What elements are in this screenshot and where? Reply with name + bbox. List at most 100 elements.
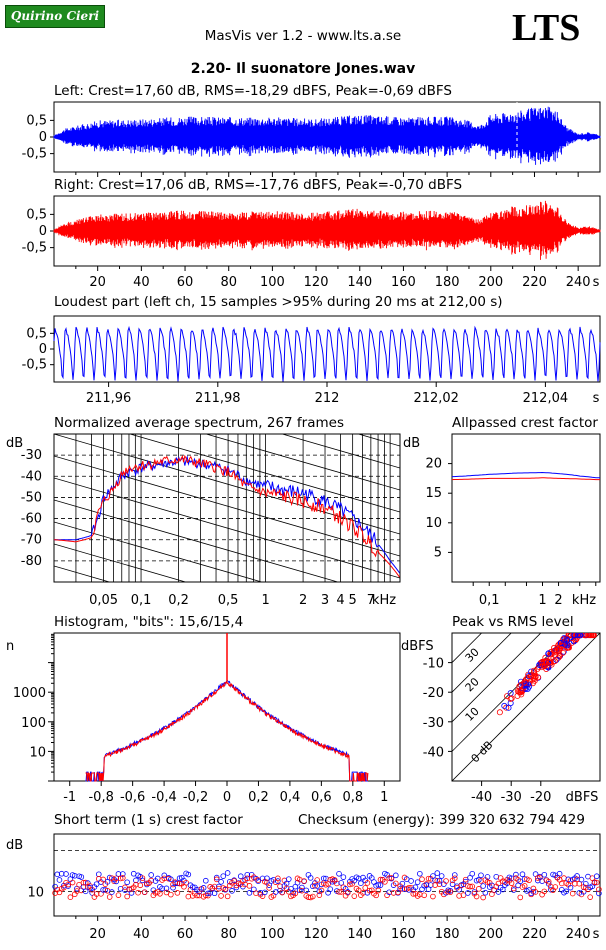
crest-point-right: [266, 885, 272, 891]
peak-rms-point: [517, 687, 524, 694]
crest-point-right: [119, 875, 126, 881]
x-tick-label: 200: [478, 275, 503, 290]
crest-point-left: [500, 886, 506, 893]
peak-rms-point: [545, 650, 552, 657]
crest-point-right: [510, 885, 517, 892]
left-title: Left: Crest=17,60 dB, RMS=-18,29 dBFS, P…: [54, 83, 452, 99]
slope-line: [54, 499, 340, 582]
crest-point-left: [275, 878, 281, 884]
crest-point-right: [373, 892, 379, 899]
peak-rms-point: [590, 633, 597, 639]
spectrum-series-left: [54, 455, 400, 574]
crest-point-right: [163, 889, 170, 896]
crest-point-right: [465, 883, 471, 889]
peak-rms-point: [518, 691, 525, 698]
crest-point-left: [548, 886, 554, 893]
crest-point-left: [93, 881, 100, 887]
crest-point-right: [360, 890, 366, 896]
crest-point-left: [211, 890, 218, 897]
crest-point-left: [471, 889, 478, 895]
crest-point-right: [392, 880, 399, 887]
spectrum-title: Normalized average spectrum, 267 frames: [54, 415, 344, 431]
crest-point-left: [95, 871, 102, 878]
x-tick-label: 0,2: [168, 593, 189, 608]
peak-rms-point: [545, 659, 552, 666]
crest-point-left: [574, 873, 580, 879]
x-tick-label: 211,98: [195, 391, 241, 406]
x-tick-label: -0,2: [183, 790, 208, 805]
diagonal-line: [452, 633, 483, 663]
x-tick-label: 60: [177, 927, 194, 942]
crest-point-right: [336, 889, 342, 895]
crest-point-right: [447, 889, 454, 895]
crest-point-right: [106, 894, 113, 900]
crest-point-right: [475, 886, 482, 892]
crest-point-right: [558, 880, 565, 887]
crest-point-left: [412, 884, 419, 890]
peak-rms-point: [574, 633, 581, 639]
diagonal-line: [452, 633, 542, 723]
y-axis-label: n: [6, 639, 14, 654]
x-unit-label: s: [593, 927, 600, 942]
y-tick-label: -0,5: [22, 358, 47, 373]
crest-point-right: [593, 879, 600, 886]
crest-point-left: [170, 884, 176, 891]
crest-point-right: [344, 890, 351, 896]
crest-point-left: [185, 871, 192, 878]
crest-point-right: [572, 880, 578, 887]
x-tick-label: 1: [538, 593, 546, 608]
x-tick-label: 0,4: [280, 790, 301, 805]
slope-line: [280, 434, 400, 469]
y-axis-label: dB: [6, 436, 23, 451]
crest-point-right: [117, 875, 124, 882]
x-tick-label: -0,6: [120, 790, 145, 805]
crest-title: Allpassed crest factor: [452, 415, 598, 431]
crest-point-right: [139, 875, 146, 881]
peak-rms-point: [556, 651, 563, 658]
crest-point-right: [168, 891, 174, 898]
y-axis-label: dB: [403, 436, 420, 451]
crest-point-left: [358, 880, 364, 887]
peak-rms-point: [551, 658, 558, 665]
histogram-chart: n 1000 100 10 -1 -0,8 -0,6 -0,4 -0,2 0 0,2 0,4 0,6 0,…: [6, 632, 401, 805]
crest-point-left: [465, 890, 471, 896]
crest-point-left: [65, 883, 71, 889]
crest-point-left: [220, 873, 227, 879]
peak-rms-point: [504, 693, 511, 700]
peak-rms-frame: [451, 632, 601, 782]
crest-point-right: [364, 880, 371, 886]
y-tick-label: -20: [423, 686, 444, 701]
crest-point-left: [438, 873, 445, 879]
waveform-trace: [53, 200, 601, 260]
crest-point-left: [583, 881, 589, 887]
y-tick-label: 0: [39, 130, 47, 145]
crest-point-right: [246, 883, 253, 889]
peak-rms-point: [547, 658, 554, 665]
short-term-frame: [53, 833, 601, 917]
y-tick-label: -30: [21, 448, 42, 463]
peak-rms-point: [547, 651, 554, 658]
crest-point-right: [113, 875, 120, 882]
y-tick-label: -0,5: [22, 147, 47, 162]
x-tick-label: 160: [391, 927, 416, 942]
peak-rms-point: [526, 680, 533, 687]
crest-series-left: [452, 471, 600, 479]
crest-point-right: [436, 881, 443, 887]
crest-point-left: [148, 872, 154, 878]
crest-point-left: [377, 882, 384, 888]
crest-point-right: [443, 878, 449, 884]
y-tick-label: -60: [21, 512, 42, 527]
crest-point-left: [200, 885, 207, 891]
crest-point-right: [279, 889, 286, 896]
crest-point-right: [222, 886, 229, 892]
crest-point-right: [115, 892, 122, 898]
histogram-title: Histogram, "bits": 15,6/15,4: [54, 614, 243, 630]
x-unit-label: s: [593, 275, 600, 290]
crest-point-left: [58, 870, 65, 877]
crest-point-left: [327, 886, 334, 892]
y-tick-label: 10: [29, 745, 46, 760]
x-tick-label: 120: [304, 275, 329, 290]
crest-point-right: [545, 878, 552, 885]
peak-rms-point: [514, 692, 521, 699]
